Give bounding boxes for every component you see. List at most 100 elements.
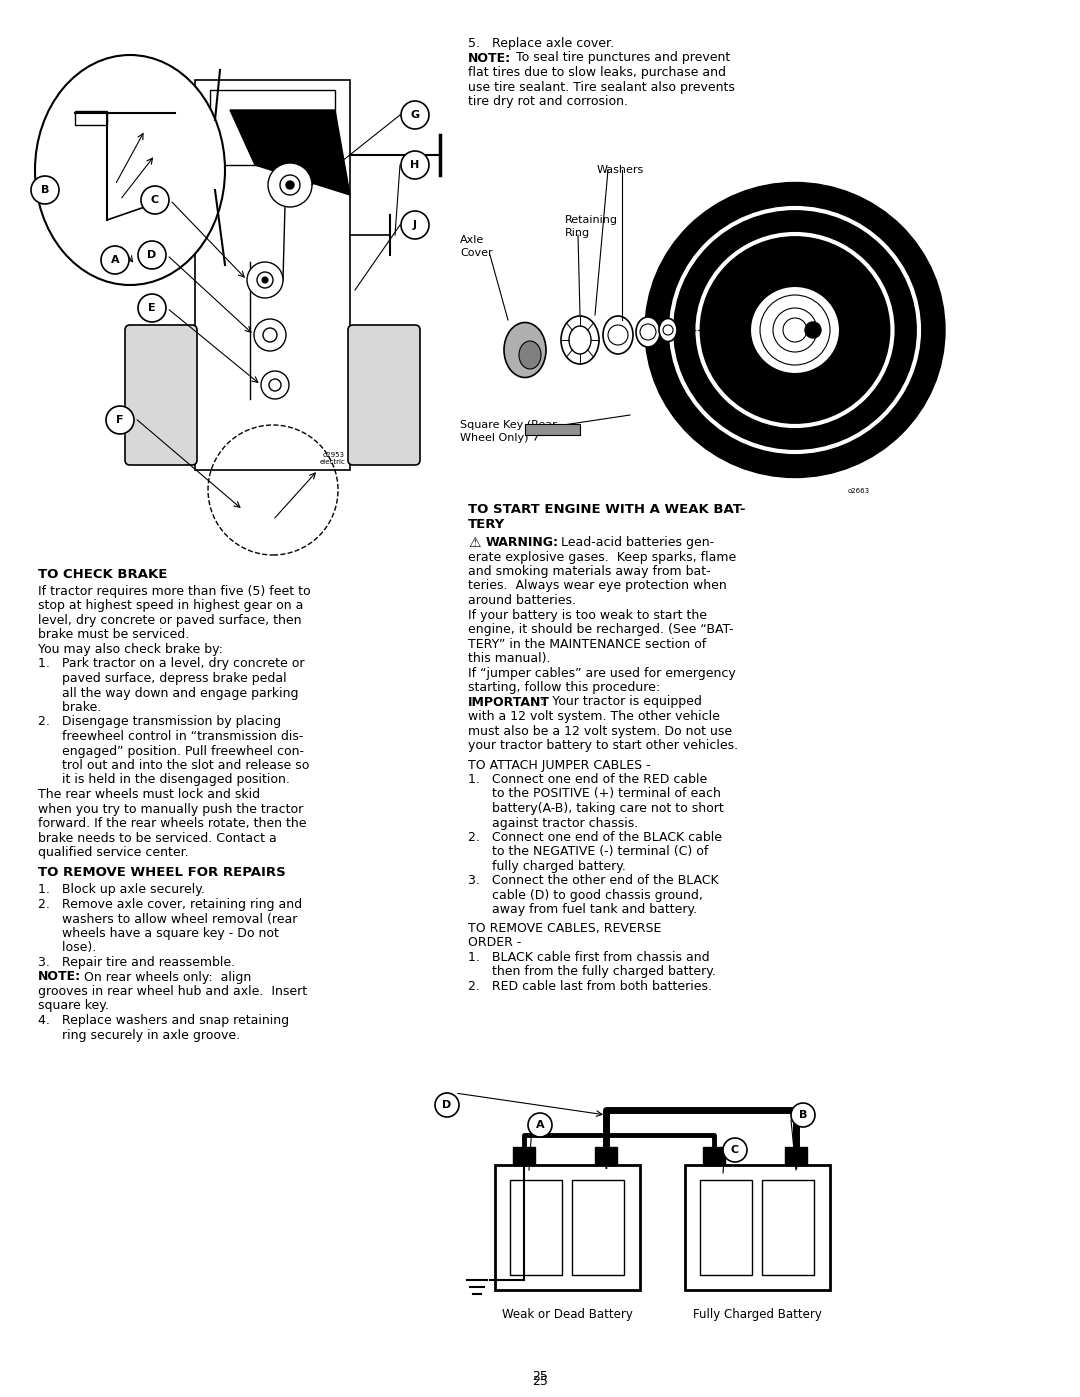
Text: TO ATTACH JUMPER CABLES -: TO ATTACH JUMPER CABLES - xyxy=(468,759,650,771)
Text: must also be a 12 volt system. Do not use: must also be a 12 volt system. Do not us… xyxy=(468,725,732,738)
Circle shape xyxy=(268,163,312,207)
Text: all the way down and engage parking: all the way down and engage parking xyxy=(38,686,298,700)
Text: If “jumper cables” are used for emergency: If “jumper cables” are used for emergenc… xyxy=(468,666,735,679)
Text: freewheel control in “transmission dis-: freewheel control in “transmission dis- xyxy=(38,731,303,743)
Text: Weak or Dead Battery: Weak or Dead Battery xyxy=(501,1308,633,1322)
Bar xyxy=(513,1147,535,1165)
Text: Square Key (Rear: Square Key (Rear xyxy=(460,420,557,430)
FancyBboxPatch shape xyxy=(125,326,197,465)
Bar xyxy=(703,1147,725,1165)
Text: ORDER -: ORDER - xyxy=(468,936,522,950)
Text: square key.: square key. xyxy=(38,999,109,1013)
Circle shape xyxy=(102,246,129,274)
Text: C: C xyxy=(731,1146,739,1155)
Text: when you try to manually push the tractor: when you try to manually push the tracto… xyxy=(38,802,303,816)
Bar xyxy=(762,1180,814,1275)
Text: +: + xyxy=(599,1157,612,1172)
Text: and smoking materials away from bat-: and smoking materials away from bat- xyxy=(468,564,711,578)
Text: Retaining: Retaining xyxy=(565,215,618,225)
Bar xyxy=(195,80,350,469)
Bar xyxy=(75,110,107,124)
Text: E: E xyxy=(148,303,156,313)
Text: To seal tire punctures and prevent: To seal tire punctures and prevent xyxy=(512,52,730,64)
Text: against tractor chassis.: against tractor chassis. xyxy=(468,816,638,830)
Text: qualified service center.: qualified service center. xyxy=(38,847,189,859)
Text: WARNING:: WARNING: xyxy=(486,536,559,549)
Text: trol out and into the slot and release so: trol out and into the slot and release s… xyxy=(38,759,309,773)
Text: You may also check brake by:: You may also check brake by: xyxy=(38,643,222,657)
Text: tire dry rot and corrosion.: tire dry rot and corrosion. xyxy=(468,95,627,108)
Bar xyxy=(685,1165,831,1289)
Text: cable (D) to good chassis ground,: cable (D) to good chassis ground, xyxy=(468,888,703,902)
Text: TERY: TERY xyxy=(468,518,505,531)
Circle shape xyxy=(401,101,429,129)
Circle shape xyxy=(262,277,268,284)
Text: 2.   Remove axle cover, retaining ring and: 2. Remove axle cover, retaining ring and xyxy=(38,898,302,911)
Ellipse shape xyxy=(698,235,892,426)
Ellipse shape xyxy=(569,326,591,353)
Text: A: A xyxy=(110,256,119,265)
Text: D: D xyxy=(147,250,157,260)
Text: away from fuel tank and battery.: away from fuel tank and battery. xyxy=(468,904,697,916)
Ellipse shape xyxy=(750,286,840,374)
Text: 3.   Connect the other end of the BLACK: 3. Connect the other end of the BLACK xyxy=(468,875,718,887)
Circle shape xyxy=(723,1139,747,1162)
Text: starting, follow this procedure:: starting, follow this procedure: xyxy=(468,680,660,694)
Text: engine, it should be recharged. (See “BAT-: engine, it should be recharged. (See “BA… xyxy=(468,623,733,636)
Text: −: − xyxy=(517,1157,530,1172)
Text: +: + xyxy=(789,1157,802,1172)
Circle shape xyxy=(269,379,281,391)
Circle shape xyxy=(257,272,273,288)
Text: brake.: brake. xyxy=(38,701,102,714)
Circle shape xyxy=(773,307,816,352)
Text: brake must be serviced.: brake must be serviced. xyxy=(38,629,189,641)
Bar xyxy=(700,1180,752,1275)
Circle shape xyxy=(254,319,286,351)
Bar xyxy=(510,1180,562,1275)
Text: TO REMOVE WHEEL FOR REPAIRS: TO REMOVE WHEEL FOR REPAIRS xyxy=(38,866,286,880)
Text: forward. If the rear wheels rotate, then the: forward. If the rear wheels rotate, then… xyxy=(38,817,307,830)
Circle shape xyxy=(760,295,831,365)
Text: −: − xyxy=(707,1157,720,1172)
Text: 2.   Connect one end of the BLACK cable: 2. Connect one end of the BLACK cable xyxy=(468,831,723,844)
Circle shape xyxy=(435,1092,459,1118)
Text: wheels have a square key - Do not: wheels have a square key - Do not xyxy=(38,928,279,940)
Text: 3.   Repair tire and reassemble.: 3. Repair tire and reassemble. xyxy=(38,956,235,970)
Text: stop at highest speed in highest gear on a: stop at highest speed in highest gear on… xyxy=(38,599,303,612)
Text: D: D xyxy=(443,1099,451,1111)
Text: Ring: Ring xyxy=(565,228,590,237)
Circle shape xyxy=(280,175,300,196)
Ellipse shape xyxy=(735,271,855,388)
Text: o2953
electric: o2953 electric xyxy=(319,453,345,465)
Text: battery(A-B), taking care not to short: battery(A-B), taking care not to short xyxy=(468,802,724,814)
Text: 25: 25 xyxy=(532,1375,548,1389)
Text: B: B xyxy=(799,1111,807,1120)
Text: then from the fully charged battery.: then from the fully charged battery. xyxy=(468,965,716,978)
FancyBboxPatch shape xyxy=(348,326,420,465)
Text: 2.   Disengage transmission by placing: 2. Disengage transmission by placing xyxy=(38,715,281,728)
Text: TO CHECK BRAKE: TO CHECK BRAKE xyxy=(38,569,167,581)
Circle shape xyxy=(608,326,627,345)
Text: 2.   RED cable last from both batteries.: 2. RED cable last from both batteries. xyxy=(468,981,712,993)
Bar xyxy=(525,425,580,434)
Text: If your battery is too weak to start the: If your battery is too weak to start the xyxy=(468,609,707,622)
Text: G: G xyxy=(410,110,419,120)
Circle shape xyxy=(640,324,656,339)
Text: A: A xyxy=(536,1120,544,1130)
Ellipse shape xyxy=(671,208,919,453)
Circle shape xyxy=(264,328,276,342)
Text: F: F xyxy=(117,415,124,425)
Text: TERY” in the MAINTENANCE section of: TERY” in the MAINTENANCE section of xyxy=(468,637,706,651)
Text: teries.  Always wear eye protection when: teries. Always wear eye protection when xyxy=(468,580,727,592)
Text: grooves in rear wheel hub and axle.  Insert: grooves in rear wheel hub and axle. Inse… xyxy=(38,985,307,997)
Text: The rear wheels must lock and skid: The rear wheels must lock and skid xyxy=(38,788,260,800)
Text: engaged” position. Pull freewheel con-: engaged” position. Pull freewheel con- xyxy=(38,745,303,757)
Text: paved surface, depress brake pedal: paved surface, depress brake pedal xyxy=(38,672,286,685)
Circle shape xyxy=(141,186,168,214)
Circle shape xyxy=(138,293,166,321)
Text: o2663: o2663 xyxy=(848,488,870,495)
Circle shape xyxy=(31,176,59,204)
Ellipse shape xyxy=(659,319,677,341)
Text: 1.   Block up axle securely.: 1. Block up axle securely. xyxy=(38,883,205,897)
Polygon shape xyxy=(230,110,350,196)
